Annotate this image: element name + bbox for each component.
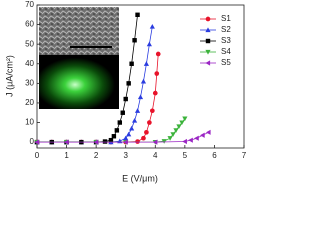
marker [141, 135, 146, 141]
chart: E (V/μm) J (μA/cm²) 0 1 2 3 4 5 6 7010203040506… [4, 0, 247, 183]
marker [108, 137, 114, 143]
marker [135, 139, 140, 144]
x-tick-label: 1 [64, 151, 69, 160]
marker [161, 139, 167, 144]
marker [123, 135, 129, 141]
marker [123, 96, 128, 102]
marker [194, 135, 199, 141]
marker [154, 71, 160, 76]
marker [117, 120, 123, 125]
marker [137, 94, 144, 100]
marker [102, 139, 108, 144]
x-tick-label: 2 [94, 151, 99, 160]
marker [182, 116, 188, 122]
marker [146, 41, 152, 47]
marker [205, 16, 211, 22]
y-tick-label: 70 [25, 0, 34, 9]
marker [34, 139, 40, 145]
y-tick-label: 60 [25, 20, 34, 29]
marker [144, 129, 149, 135]
y-tick-label: 40 [25, 59, 34, 68]
marker [111, 134, 117, 139]
marker [126, 81, 131, 86]
marker [149, 108, 155, 114]
marker [129, 61, 134, 66]
marker [170, 132, 176, 137]
y-tick-label: 50 [25, 39, 34, 48]
x-tick-label: 7 [242, 151, 247, 160]
x-tick-label: 6 [212, 151, 217, 160]
x-tick-label: 0 [35, 151, 40, 160]
x-tick-label: 4 [153, 151, 158, 160]
marker [143, 61, 150, 66]
marker [182, 138, 187, 145]
marker [205, 38, 211, 44]
marker [188, 137, 193, 143]
emission-inset [39, 55, 119, 109]
marker [173, 128, 179, 133]
marker [205, 27, 211, 33]
plot-frame [36, 4, 245, 149]
marker [200, 132, 205, 138]
marker [114, 128, 120, 133]
y-tick-label: 0 [30, 137, 35, 146]
marker [120, 110, 125, 115]
marker [152, 90, 158, 96]
x-axis-label: E (V/μm) [122, 173, 158, 183]
marker [134, 108, 141, 113]
marker [131, 117, 138, 123]
marker [135, 12, 140, 18]
marker [179, 120, 185, 126]
marker [152, 139, 158, 145]
y-tick-label: 20 [25, 98, 34, 107]
x-tick-label: 5 [183, 151, 188, 160]
marker [149, 23, 155, 29]
marker [155, 51, 161, 57]
y-axis-label: J (μA/cm²) [4, 55, 14, 97]
marker [205, 129, 211, 135]
legend-label: S4 [221, 47, 231, 56]
marker [93, 139, 99, 145]
inset-images [39, 7, 119, 109]
y-tick-label: 30 [25, 78, 34, 87]
legend-label: S3 [221, 36, 231, 45]
marker [63, 139, 69, 145]
marker [129, 125, 135, 131]
legend-label: S2 [221, 25, 231, 34]
marker [132, 38, 137, 43]
marker [205, 49, 211, 55]
marker [147, 120, 152, 125]
legend-label: S1 [221, 14, 231, 23]
marker [176, 124, 182, 130]
legend-label: S5 [221, 58, 231, 67]
marker [123, 139, 128, 145]
marker [167, 136, 173, 141]
marker [205, 60, 211, 66]
y-tick-label: 10 [25, 118, 34, 127]
x-tick-label: 3 [123, 151, 128, 160]
marker [140, 78, 147, 84]
marker [126, 131, 132, 137]
series-line [37, 131, 209, 143]
